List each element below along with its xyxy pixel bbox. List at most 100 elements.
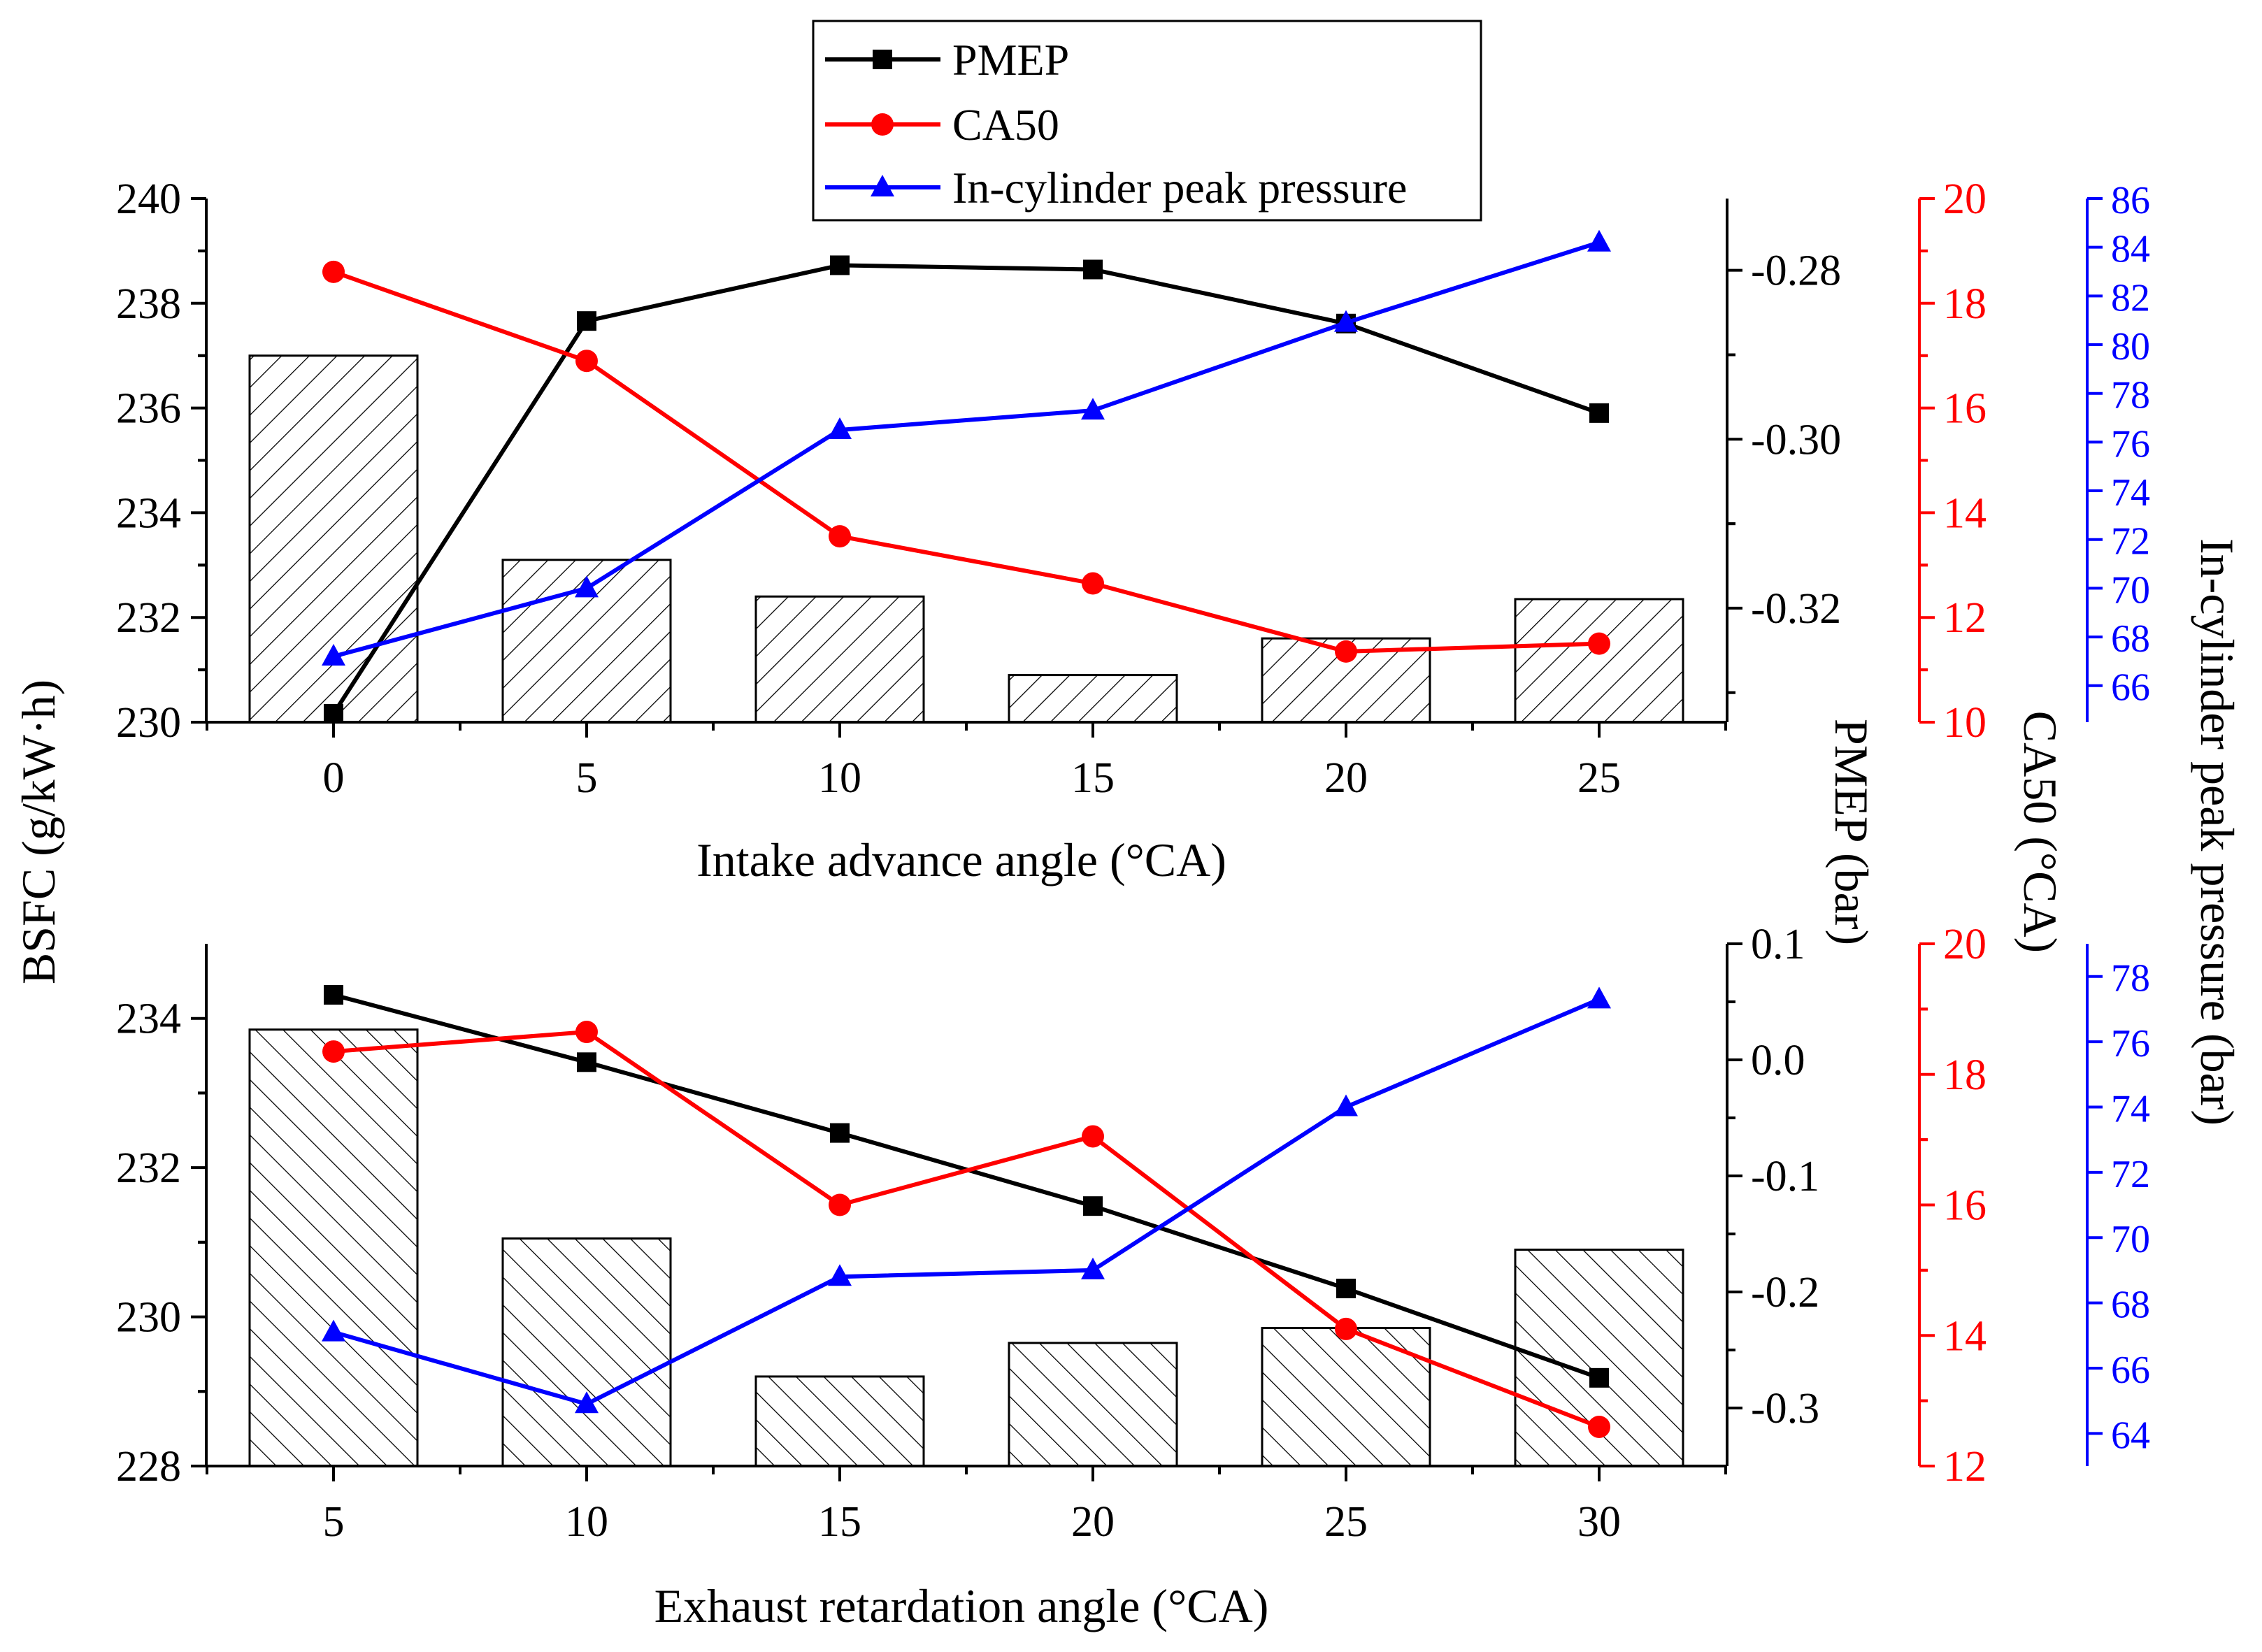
bottom-peak-point: [322, 1319, 345, 1342]
top-bsfc-tick-label: 238: [116, 280, 181, 328]
top-bsfc-bar: [1008, 674, 1178, 724]
bottom-ca50-point: [1335, 1317, 1357, 1340]
top-ca50-tick-label: 12: [1943, 594, 1987, 642]
legend-pmep-marker: [873, 50, 892, 69]
bottom-lines-layer: [322, 985, 1611, 1438]
top-peak-tick-label: 68: [2111, 617, 2150, 661]
top-x-tick-label: 25: [1577, 754, 1621, 802]
bottom-peak-tick-label: 72: [2111, 1153, 2150, 1196]
top-pmep-point: [577, 311, 596, 331]
bottom-ca50-tick-label: 12: [1943, 1443, 1987, 1491]
bottom-peak-tick-label: 64: [2111, 1414, 2150, 1457]
bottom-peak-point: [1081, 1257, 1105, 1279]
top-lines-layer: [322, 229, 1611, 724]
top-pmep-point: [1083, 259, 1103, 280]
bottom-peak-tick-label: 76: [2111, 1022, 2150, 1065]
top-bsfc-bar: [248, 354, 419, 724]
bottom-x-tick-label: 10: [565, 1498, 608, 1546]
top-ca50-line: [333, 270, 1600, 654]
bottom-pmep-point: [324, 985, 343, 1005]
ca50-axis-title: CA50 (°CA): [2014, 711, 2067, 953]
bottom-peak-tick-label: 66: [2111, 1349, 2150, 1392]
legend-item-ca50: CA50: [825, 100, 1059, 150]
bottom-peak-tick-label: 78: [2111, 957, 2150, 1000]
bottom-pmep-tick-label: -0.2: [1751, 1269, 1819, 1316]
top-ca50-point: [829, 525, 851, 548]
bottom-peak-point: [1587, 986, 1611, 1009]
bottom-x-tick-label: 25: [1324, 1498, 1368, 1546]
top-ticks-layer: 0 5 10 15 20 25 230 232 234 236 238 240 -0.32 -0.30 -0…: [116, 175, 2150, 802]
bottom-ca50-point: [829, 1193, 851, 1216]
bottom-ca50-tick-label: 16: [1943, 1182, 1987, 1230]
bottom-bsfc-bar: [1261, 1327, 1431, 1467]
bottom-bsfc-tick-label: 234: [116, 996, 181, 1043]
bottom-ca50-point: [575, 1021, 598, 1044]
top-peak-tick-label: 66: [2111, 666, 2150, 710]
top-peak-tick-label: 78: [2111, 374, 2150, 417]
top-peak-point: [322, 643, 345, 666]
bottom-peak-point: [575, 1391, 599, 1414]
top-ca50-point: [1588, 632, 1610, 655]
top-x-tick-label: 15: [1071, 754, 1115, 802]
top-pmep-tick-label: -0.28: [1751, 247, 1841, 295]
pmep-axis-title: PMEP (bar): [1825, 719, 1878, 945]
legend-peak-marker: [871, 175, 894, 196]
top-x-tick-label: 10: [818, 754, 861, 802]
top-ca50-tick-label: 20: [1943, 175, 1987, 223]
bottom-bsfc-tick-label: 230: [116, 1294, 181, 1342]
bottom-peak-point: [828, 1264, 852, 1286]
top-peak-tick-label: 80: [2111, 325, 2150, 368]
bottom-ca50-point: [1588, 1415, 1610, 1438]
bsfc-axis-title: BSFC (g/kW·h): [12, 680, 65, 984]
top-x-tick-label: 0: [323, 754, 345, 802]
bottom-pmep-point: [1083, 1196, 1103, 1216]
top-ca50-tick-label: 10: [1943, 699, 1987, 747]
top-peak-tick-label: 86: [2111, 179, 2150, 222]
top-peak-point: [1587, 229, 1611, 252]
top-panel: 0 5 10 15 20 25 230 232 234 236 238 240 -0.32 -0.30 -0…: [116, 175, 2150, 886]
legend-item-pmep: PMEP: [825, 35, 1069, 85]
top-pmep-line: [331, 263, 1601, 715]
top-bsfc-tick-label: 236: [116, 385, 181, 433]
bottom-pmep-point: [1589, 1367, 1609, 1388]
bottom-bsfc-tick-label: 232: [116, 1144, 181, 1192]
legend-peak-label: In-cylinder peak pressure: [952, 163, 1407, 213]
bottom-bars-layer: [248, 1028, 1684, 1467]
bottom-ca50-point: [322, 1040, 345, 1063]
bottom-peak-tick-label: 70: [2111, 1218, 2150, 1261]
top-bsfc-bar: [1514, 598, 1684, 724]
bottom-pmep-tick-label: 0.1: [1751, 921, 1805, 968]
bottom-x-tick-label: 30: [1577, 1498, 1621, 1546]
top-peak-point: [828, 417, 852, 439]
top-bars-layer: [248, 354, 1684, 724]
bottom-ca50-tick-label: 18: [1943, 1051, 1987, 1099]
bottom-ticks-layer: 5 10 15 20 25 30 228 230 232 234 -0.3 -0.2 -0.1 0.0 0.…: [116, 921, 2150, 1546]
top-ca50-point: [1082, 572, 1104, 595]
bottom-ca50-tick-label: 14: [1943, 1312, 1987, 1360]
top-pmep-tick-label: -0.32: [1751, 585, 1841, 633]
top-peak-tick-label: 82: [2111, 276, 2150, 319]
bottom-peak-point: [1334, 1094, 1358, 1116]
legend-ca50-label: CA50: [952, 100, 1059, 150]
top-peak-tick-label: 76: [2111, 422, 2150, 466]
top-peak-point: [575, 575, 599, 598]
bottom-peak-line: [333, 997, 1601, 1407]
bottom-pmep-point: [1336, 1279, 1356, 1299]
legend-items: PMEP CA50 In-cylinder peak pressure: [825, 35, 1407, 213]
top-x-axis-title: Intake advance angle (°CA): [696, 833, 1226, 886]
top-ca50-tick-label: 16: [1943, 385, 1987, 433]
bottom-x-tick-label: 15: [818, 1498, 861, 1546]
bottom-pmep-tick-label: -0.3: [1751, 1385, 1819, 1432]
bottom-bsfc-bar: [1008, 1342, 1178, 1467]
legend-item-peak: In-cylinder peak pressure: [825, 163, 1407, 213]
top-bsfc-tick-label: 230: [116, 699, 181, 747]
bottom-ca50-line: [333, 1030, 1601, 1429]
top-peak-point: [1081, 398, 1105, 420]
top-ca50-point: [322, 260, 345, 283]
bottom-pmep-point: [830, 1123, 850, 1143]
bottom-ca50-point: [1082, 1125, 1104, 1148]
top-peak-point: [1334, 310, 1358, 332]
top-pmep-point: [324, 703, 343, 724]
top-x-tick-label: 5: [576, 754, 598, 802]
